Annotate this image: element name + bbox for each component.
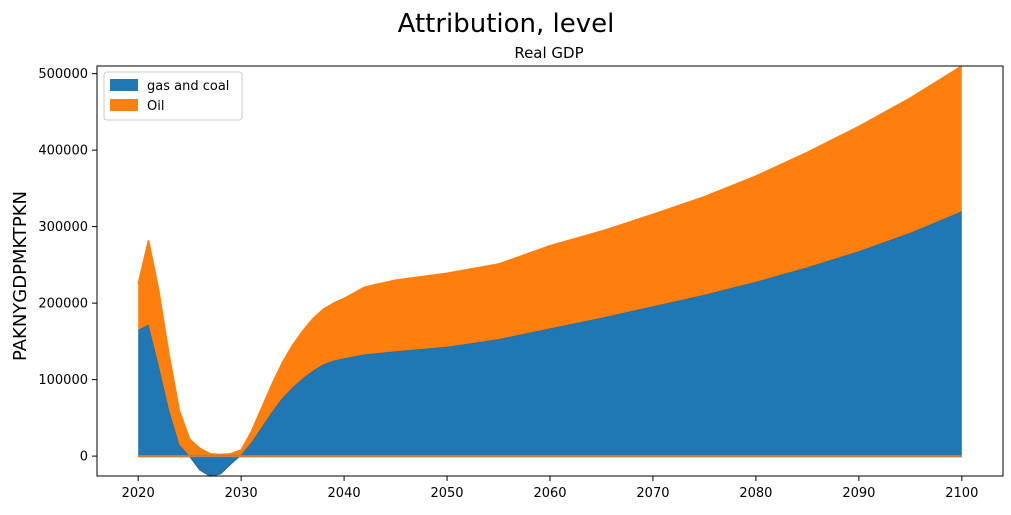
chart-title: Real GDP xyxy=(514,44,583,62)
y-axis-label: PAKNYGDPMKTPKN xyxy=(10,191,31,361)
x-axis: 2020 2030 2040 2050 2060 2070 2080 2090 2100 xyxy=(122,476,979,501)
y-tick-label: 300000 xyxy=(38,220,88,235)
y-tick-label: 200000 xyxy=(38,297,88,312)
y-tick-label: 400000 xyxy=(38,144,88,159)
x-tick-label: 2040 xyxy=(328,486,361,501)
x-tick-label: 2090 xyxy=(842,486,875,501)
legend-swatch-gas-and-coal xyxy=(110,79,138,91)
x-tick-label: 2050 xyxy=(430,486,463,501)
x-tick-label: 2020 xyxy=(122,486,155,501)
x-tick-label: 2100 xyxy=(945,486,978,501)
x-tick-label: 2030 xyxy=(225,486,258,501)
x-tick-label: 2080 xyxy=(739,486,772,501)
x-tick-label: 2070 xyxy=(636,486,669,501)
x-tick-label: 2060 xyxy=(533,486,566,501)
y-tick-label: 500000 xyxy=(38,67,88,82)
y-tick-label: 100000 xyxy=(38,373,88,388)
chart-suptitle: Attribution, level xyxy=(398,9,615,39)
legend: gas and coal Oil xyxy=(104,72,242,120)
y-axis: 0 100000 200000 300000 400000 500000 xyxy=(38,67,97,464)
y-tick-label: 0 xyxy=(80,450,88,465)
legend-label-oil: Oil xyxy=(147,99,164,114)
plot-areas xyxy=(138,66,962,476)
legend-label-gas-and-coal: gas and coal xyxy=(147,79,229,94)
legend-swatch-oil xyxy=(110,99,138,111)
